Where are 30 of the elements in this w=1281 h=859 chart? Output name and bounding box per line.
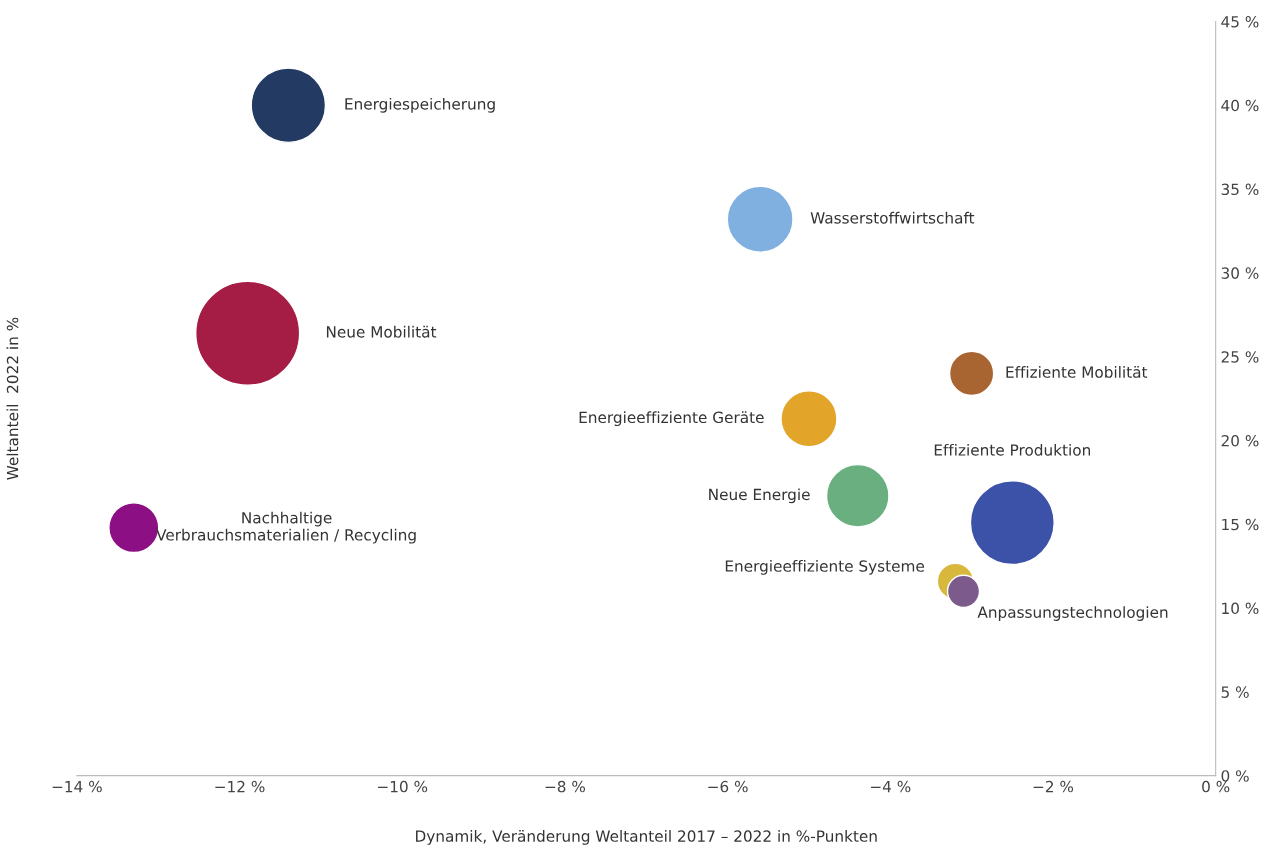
y-tick-label: 40 % — [1221, 99, 1259, 112]
y-tick-label: 0 % — [1221, 770, 1249, 782]
series-label: Anpassungstechnologien — [977, 606, 1168, 621]
x-tick-label: 0 % — [1202, 780, 1230, 793]
series-label: Energiespeicherung — [345, 97, 495, 113]
x-tick-label: −6 % — [708, 780, 748, 793]
series-label: Nachhaltige Verbrauchsmaterialien / Recycling — [156, 511, 416, 544]
y-tick-label: 10 % — [1222, 602, 1259, 615]
y-axis-title: Weltanteil 2022 in % — [6, 317, 19, 480]
series-label: Wasserstoffwirtschaft — [810, 211, 975, 224]
series-label: Effiziente Mobilität — [1006, 366, 1148, 378]
x-tick-label: −2 % — [1033, 780, 1074, 793]
y-tick-label: 15 % — [1222, 518, 1259, 531]
x-tick-label: −8 % — [545, 780, 586, 793]
x-tick-label: −4 % — [870, 780, 911, 793]
x-tick-label: −10 % — [378, 780, 428, 793]
y-tick-label: 20 % — [1221, 434, 1259, 447]
x-tick-label: −14 % — [52, 780, 102, 793]
series-label: Energieeffiziente Geräte — [579, 411, 764, 427]
series-label: Neue Energie — [709, 488, 810, 504]
x-tick-label: −12 % — [215, 780, 265, 793]
y-tick-label: 30 % — [1221, 267, 1259, 279]
y-tick-label: 25 % — [1221, 351, 1259, 363]
series-label: Energieeffiziente Systeme — [725, 559, 924, 575]
series-label: Neue Mobilität — [326, 325, 437, 338]
x-axis-title: Dynamik, Veränderung Weltanteil 2017 – 2022 in %-Punkten — [416, 830, 877, 845]
y-tick-label: 35 % — [1221, 183, 1259, 196]
y-tick-label: 45 % — [1221, 15, 1259, 28]
text: Effiziente Produktion — [934, 443, 1090, 456]
y-tick-label: 5 % — [1221, 686, 1249, 698]
